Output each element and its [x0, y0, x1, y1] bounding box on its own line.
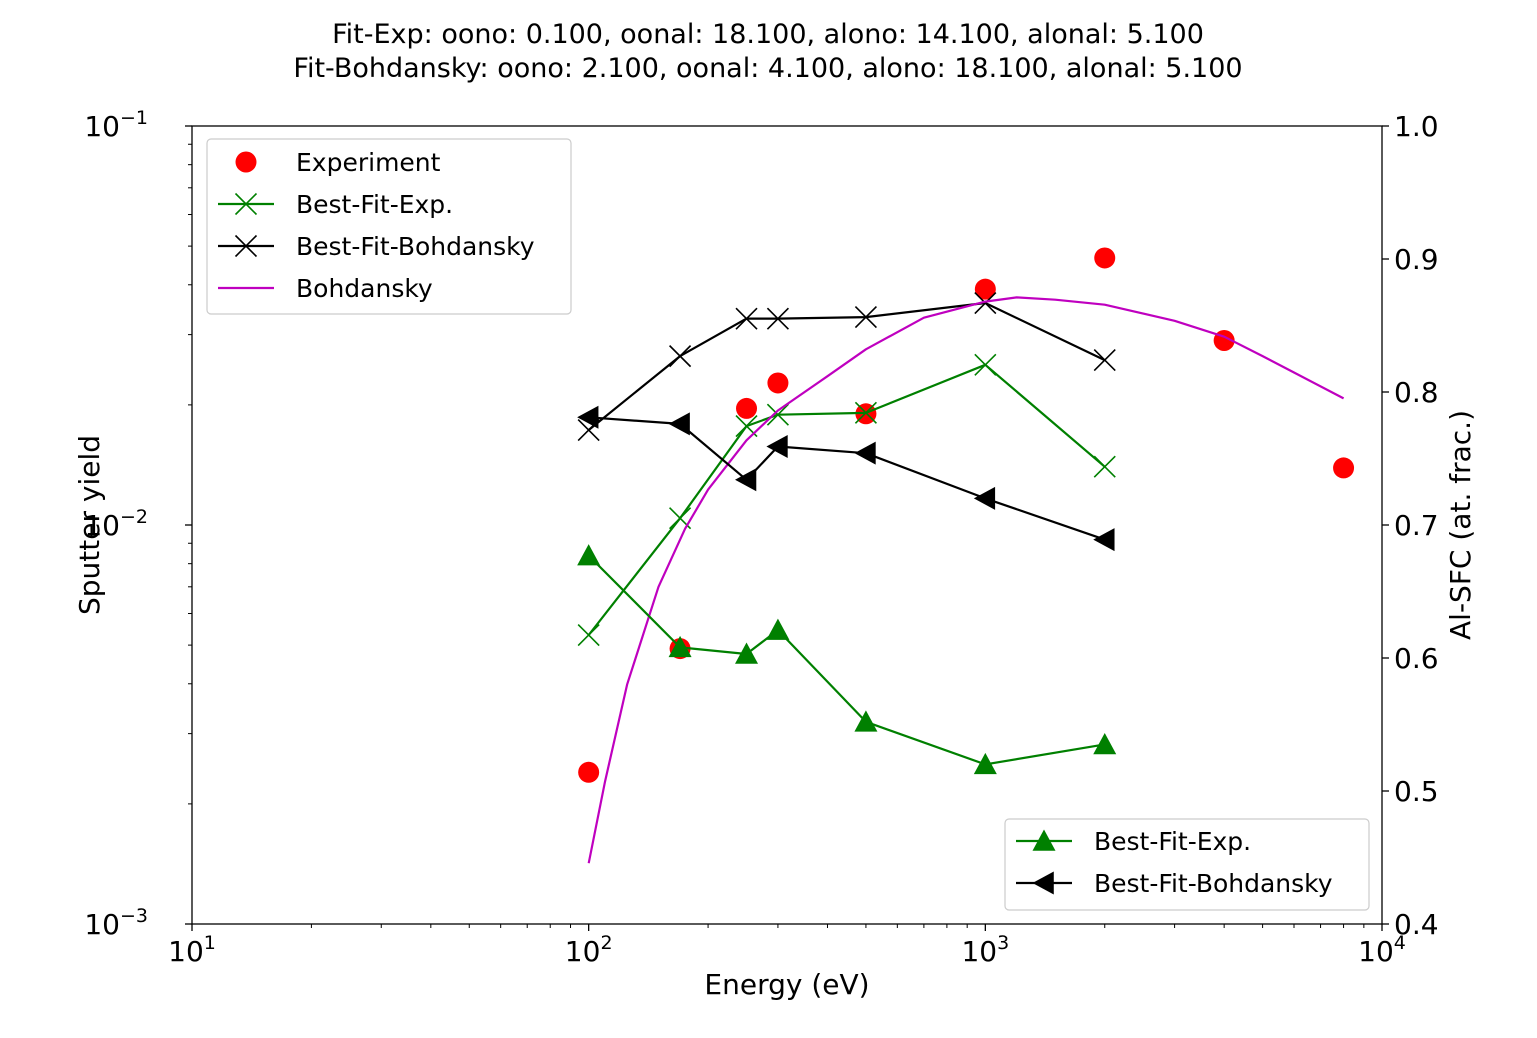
x-tick-label: 104	[1358, 932, 1406, 968]
data-point	[767, 372, 789, 394]
data-point	[766, 307, 789, 330]
data-point	[854, 441, 876, 465]
legend-left-frame	[206, 138, 572, 315]
series-right-best-fit-bohdansky	[577, 405, 1115, 552]
data-point	[1093, 732, 1117, 755]
y2-tick-label: 0.8	[1394, 376, 1439, 409]
x-axis-label: Energy (eV)	[704, 968, 869, 1001]
y2-tick-label: 0.6	[1394, 642, 1439, 675]
data-point	[577, 405, 599, 429]
series-left-bohdansky	[587, 296, 1345, 864]
data-point	[973, 486, 996, 510]
chart-title-line-2: Fit-Bohdansky: oono: 2.100, oonal: 4.100…	[293, 53, 1242, 84]
data-point	[668, 412, 690, 436]
legend-handle-marker	[234, 234, 258, 258]
series-layer	[577, 247, 1355, 864]
legend-handle-marker	[235, 151, 257, 173]
chart-title-line-1: Fit-Exp: oono: 0.100, oonal: 18.100, alo…	[332, 19, 1204, 50]
data-point	[668, 635, 692, 658]
y2-axis-ticks: 0.4 0.5 0.6 0.7 0.8 0.9 1.0	[1382, 110, 1439, 941]
legend-right-frame	[1004, 818, 1370, 911]
legend-label-bohdansky: Bohdansky	[296, 274, 433, 303]
legend-handle-marker	[1032, 829, 1056, 851]
series-line	[587, 296, 1345, 864]
y2-tick-label: 0.7	[1394, 509, 1439, 542]
series-right-best-fit-exp	[577, 544, 1117, 775]
data-point	[974, 291, 997, 315]
data-point	[766, 435, 788, 459]
legend-left: Experiment Best-Fit-Exp. Best-Fit-Bohdan…	[206, 138, 572, 315]
data-point	[854, 710, 878, 732]
y2-tick-label: 0.5	[1394, 775, 1439, 808]
legend-label-sfc-best-fit-exp: Best-Fit-Exp.	[1094, 827, 1251, 856]
data-point	[736, 397, 758, 419]
y2-tick-label: 1.0	[1394, 110, 1439, 143]
data-point	[854, 401, 877, 424]
data-point	[854, 306, 877, 329]
legend-handle-marker	[234, 192, 258, 216]
x-tick-label: 102	[565, 932, 613, 968]
data-point	[578, 761, 600, 783]
data-point	[1093, 528, 1115, 552]
data-point	[974, 278, 996, 300]
data-point	[1333, 457, 1355, 479]
data-point	[766, 618, 790, 640]
y2-tick-label: 0.4	[1394, 908, 1439, 941]
data-point	[735, 307, 758, 330]
data-point	[766, 403, 789, 426]
legend-label-experiment: Experiment	[296, 148, 441, 177]
data-point	[1094, 247, 1116, 269]
y-axis-label: Sputter yield	[73, 435, 106, 615]
data-point	[577, 544, 601, 566]
data-point	[974, 353, 997, 376]
legend-handle-marker	[1032, 871, 1054, 895]
y2-tick-label: 0.9	[1394, 243, 1439, 276]
legend-left-handles	[218, 151, 274, 290]
legend-right-handles	[1016, 829, 1072, 895]
data-point	[1093, 455, 1116, 478]
data-point	[735, 642, 759, 664]
legend-label-best-fit-bohdansky: Best-Fit-Bohdansky	[296, 232, 535, 261]
data-point	[577, 623, 600, 647]
data-point	[669, 345, 692, 368]
y2-axis-label: Al-SFC (at. frac.)	[1444, 410, 1477, 640]
legend-label-sfc-best-fit-bohdansky: Best-Fit-Bohdansky	[1094, 869, 1333, 898]
legend-right: Best-Fit-Exp. Best-Fit-Bohdansky	[1004, 818, 1370, 911]
data-point	[973, 752, 997, 775]
data-point	[1093, 349, 1116, 372]
data-point	[735, 468, 757, 492]
series-left-best-fit-bohdansky	[577, 291, 1116, 442]
legend-label-best-fit-exp: Best-Fit-Exp.	[296, 190, 453, 219]
